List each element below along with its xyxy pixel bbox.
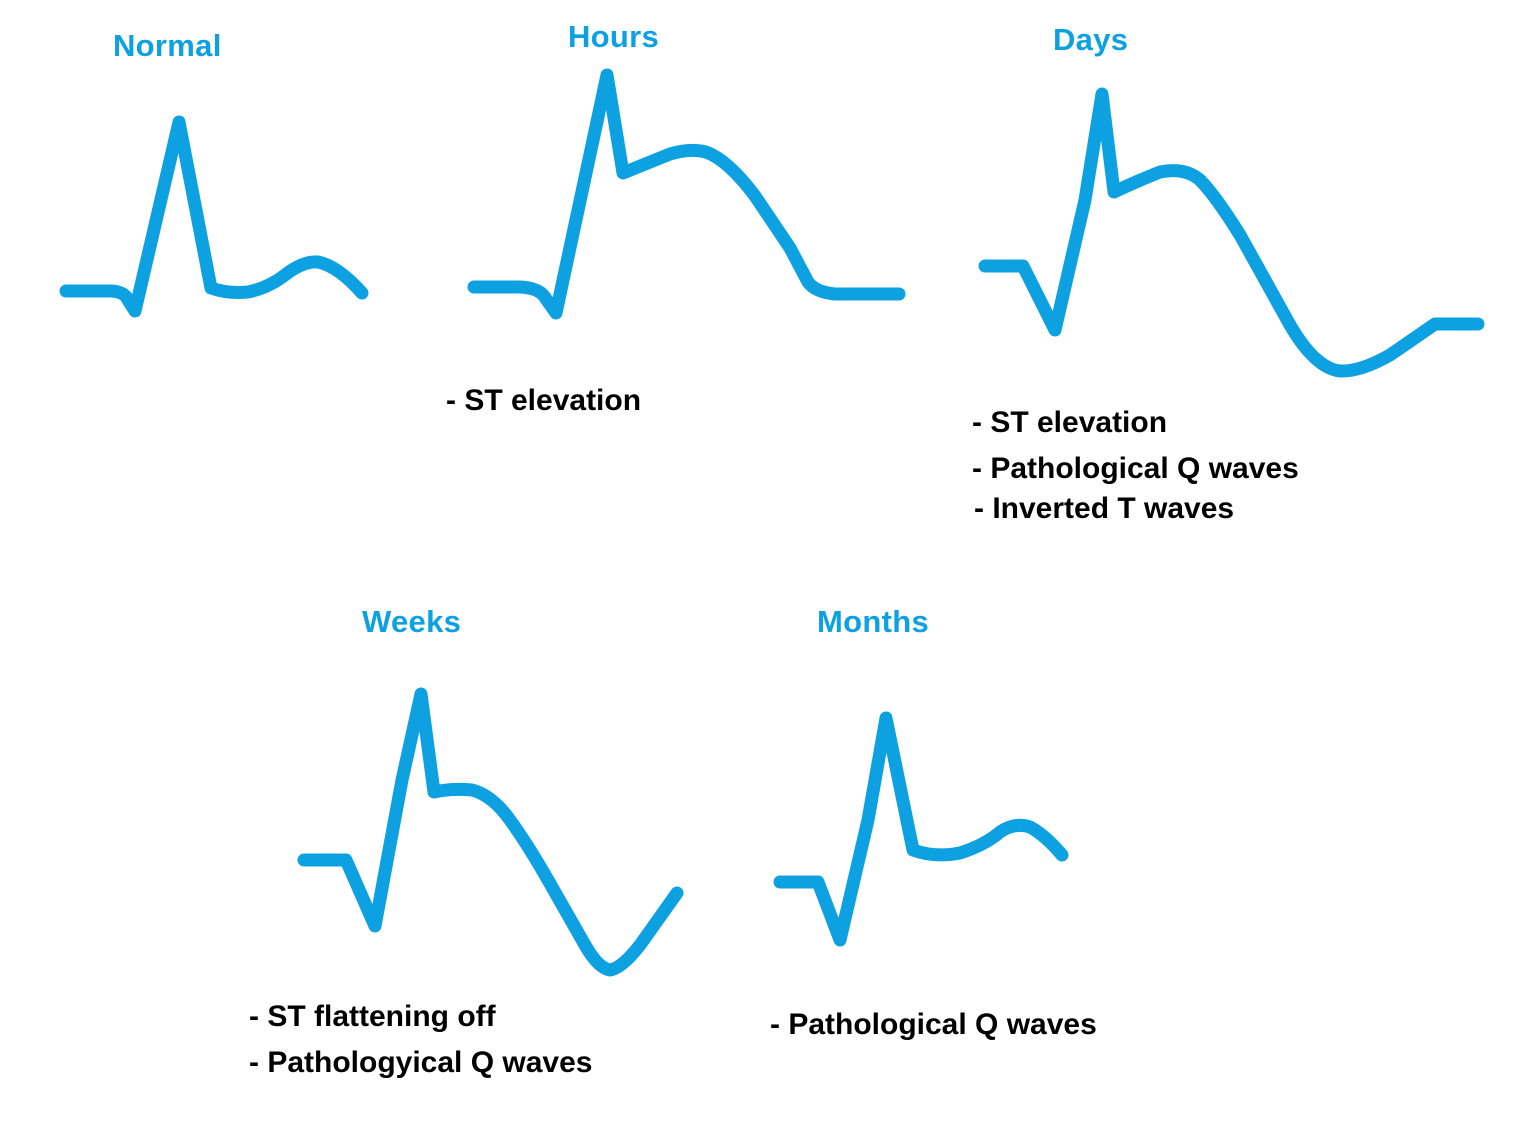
note-item: - ST elevation xyxy=(446,384,642,417)
note-item: - Pathologyical Q waves xyxy=(249,1046,593,1079)
months-notes: - Pathological Q waves xyxy=(770,1008,1097,1042)
note-item: - Inverted T waves xyxy=(974,492,1235,525)
note-item: - Pathological Q waves xyxy=(972,452,1299,485)
days-notes: - ST elevation - Pathological Q waves - … xyxy=(972,406,1299,526)
months-waveform xyxy=(773,711,1069,947)
days-waveform xyxy=(978,87,1485,378)
stage-title-days: Days xyxy=(1053,22,1129,57)
stage-title-months: Months xyxy=(817,604,929,639)
hours-notes: - ST elevation xyxy=(446,384,641,418)
weeks-notes: - ST flattening off - Pathologyical Q wa… xyxy=(249,1000,592,1080)
hours-waveform xyxy=(467,68,906,320)
stage-title-normal: Normal xyxy=(113,28,222,63)
note-item: - ST elevation xyxy=(972,406,1168,439)
weeks-waveform xyxy=(297,687,684,977)
note-item: - Pathological Q waves xyxy=(770,1008,1097,1041)
stage-title-weeks: Weeks xyxy=(362,604,462,639)
note-item: - ST flattening off xyxy=(249,1000,496,1033)
normal-waveform xyxy=(59,115,369,318)
stage-title-hours: Hours xyxy=(568,19,660,54)
